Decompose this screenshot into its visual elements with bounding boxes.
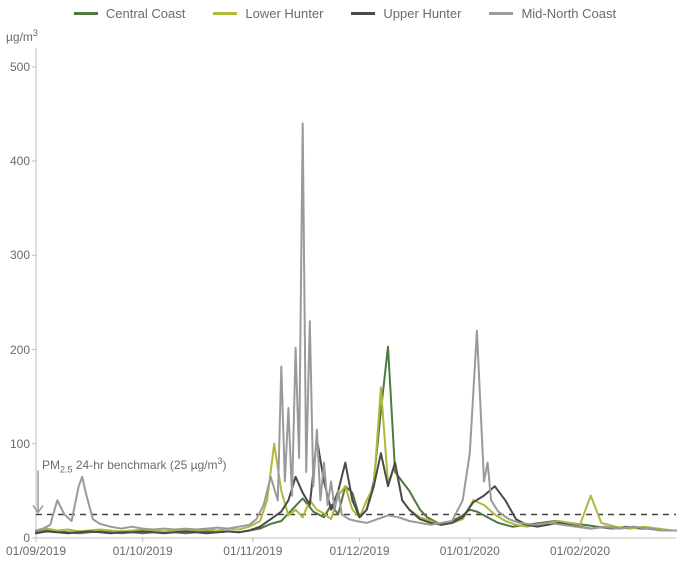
legend-item: Lower Hunter — [213, 6, 323, 21]
legend-label: Lower Hunter — [245, 6, 323, 21]
y-tick-label: 200 — [0, 343, 36, 357]
benchmark-label: PM2.5 24-hr benchmark (25 µg/m3) — [42, 456, 227, 474]
x-tick-label: 01/01/2020 — [440, 538, 500, 558]
legend: Central Coast Lower Hunter Upper Hunter Mid… — [0, 6, 690, 21]
y-tick-label: 300 — [0, 248, 36, 262]
y-tick-label: 400 — [0, 154, 36, 168]
legend-item: Mid-North Coast — [489, 6, 616, 21]
legend-swatch — [351, 12, 375, 15]
legend-label: Mid-North Coast — [521, 6, 616, 21]
legend-swatch — [213, 12, 237, 15]
x-tick-label: 01/11/2019 — [223, 538, 282, 558]
legend-swatch — [489, 12, 513, 15]
plot-area: PM2.5 24-hr benchmark (25 µg/m3) 0100200… — [36, 48, 676, 538]
y-tick-label: 100 — [0, 437, 36, 451]
x-tick-label: 01/12/2019 — [330, 538, 390, 558]
x-tick-label: 01/09/2019 — [6, 538, 66, 558]
legend-item: Upper Hunter — [351, 6, 461, 21]
x-tick-label: 01/02/2020 — [550, 538, 610, 558]
y-tick-label: 500 — [0, 60, 36, 74]
pm25-timeseries-chart: Central Coast Lower Hunter Upper Hunter Mid… — [0, 0, 690, 579]
legend-label: Central Coast — [106, 6, 185, 21]
legend-label: Upper Hunter — [383, 6, 461, 21]
legend-item: Central Coast — [74, 6, 185, 21]
y-axis-title: µg/m3 — [6, 28, 38, 44]
legend-swatch — [74, 12, 98, 15]
x-tick-label: 01/10/2019 — [113, 538, 173, 558]
